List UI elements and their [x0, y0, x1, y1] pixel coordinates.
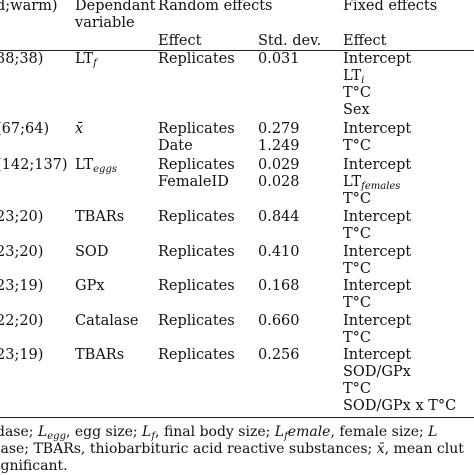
- header-sample-size: d;warm): [0, 0, 58, 14]
- row-7-fixed-2: T°C: [343, 330, 372, 346]
- footnote-line-3: ignificant.: [0, 458, 68, 474]
- row-6-fixed-2: T°C: [343, 295, 372, 311]
- row-8-dependant: TBARs: [75, 347, 125, 363]
- row-4-dependant: TBARs: [75, 209, 125, 225]
- footnote-line-2: lase; TBARs, thiobarbituric acid reactiv…: [0, 441, 464, 457]
- row-3-std-dev-1: 0.029: [258, 157, 300, 173]
- row-4-fixed-2: T°C: [343, 226, 372, 242]
- header-random-effects: Random effects: [158, 0, 273, 14]
- row-1-fixed-4: Sex: [343, 102, 370, 118]
- row-2-fixed-2: T°C: [343, 138, 372, 154]
- row-8-fixed-3: T°C: [343, 381, 372, 397]
- row-2-dependant: x̄: [75, 121, 84, 137]
- row-5-random-effect: Replicates: [158, 244, 235, 260]
- row-8-n: 23;19): [0, 347, 44, 363]
- row-7-fixed-1: Intercept: [343, 313, 412, 329]
- row-3-n: (142;137): [0, 157, 68, 173]
- subheader-random-effect: Effect: [158, 33, 202, 49]
- row-3-std-dev-2: 0.028: [258, 174, 300, 190]
- bottom-rule: [0, 417, 474, 418]
- row-5-fixed-2: T°C: [343, 261, 372, 277]
- row-2-std-dev-2: 1.249: [258, 138, 300, 154]
- header-dependant-line2: variable: [75, 15, 135, 31]
- row-4-n: 23;20): [0, 209, 44, 225]
- row-8-std-dev: 0.256: [258, 347, 300, 363]
- row-3-fixed-3: T°C: [343, 191, 372, 207]
- row-8-fixed-2: SOD/GPx: [343, 364, 411, 380]
- row-8-fixed-4: SOD/GPx x T°C: [343, 398, 457, 414]
- row-1-fixed-3: T°C: [343, 85, 372, 101]
- row-1-fixed-1: Intercept: [343, 51, 412, 67]
- row-6-fixed-1: Intercept: [343, 278, 412, 294]
- row-7-n: 22;20): [0, 313, 44, 329]
- row-1-std-dev: 0.031: [258, 51, 300, 67]
- row-3-random-effect-2: FemaleID: [158, 174, 229, 190]
- subheader-std-dev: Std. dev.: [258, 33, 322, 49]
- row-2-n: (67;64): [0, 121, 50, 137]
- row-5-dependant: SOD: [75, 244, 109, 260]
- row-6-n: 23;19): [0, 278, 44, 294]
- row-3-fixed-2: LTfemales: [343, 174, 401, 192]
- row-2-random-effect-2: Date: [158, 138, 193, 154]
- subheader-fixed-effect: Effect: [343, 33, 387, 49]
- row-5-n: 23;20): [0, 244, 44, 260]
- footnote-line-1: dase; Legg, egg size; Lf, final body siz…: [0, 424, 438, 442]
- header-rule: [0, 50, 474, 51]
- row-3-dependant: LTeggs: [75, 157, 117, 175]
- row-2-std-dev-1: 0.279: [258, 121, 300, 137]
- row-7-random-effect: Replicates: [158, 313, 235, 329]
- row-8-random-effect: Replicates: [158, 347, 235, 363]
- row-8-fixed-1: Intercept: [343, 347, 412, 363]
- row-1-random-effect: Replicates: [158, 51, 235, 67]
- row-2-fixed-1: Intercept: [343, 121, 412, 137]
- row-6-random-effect: Replicates: [158, 278, 235, 294]
- row-7-std-dev: 0.660: [258, 313, 300, 329]
- row-6-dependant: GPx: [75, 278, 105, 294]
- row-1-fixed-2: LTi: [343, 68, 365, 86]
- row-6-std-dev: 0.168: [258, 278, 300, 294]
- row-3-fixed-1: Intercept: [343, 157, 412, 173]
- row-4-random-effect: Replicates: [158, 209, 235, 225]
- row-4-fixed-1: Intercept: [343, 209, 412, 225]
- row-2-random-effect-1: Replicates: [158, 121, 235, 137]
- header-dependant-line1: Dependant: [75, 0, 156, 14]
- row-3-random-effect-1: Replicates: [158, 157, 235, 173]
- header-fixed-effects: Fixed effects: [343, 0, 438, 14]
- row-1-n: 38;38): [0, 51, 44, 67]
- row-5-fixed-1: Intercept: [343, 244, 412, 260]
- row-1-dependant: LTf: [75, 51, 97, 69]
- row-7-dependant: Catalase: [75, 313, 139, 329]
- row-5-std-dev: 0.410: [258, 244, 300, 260]
- row-4-std-dev: 0.844: [258, 209, 300, 225]
